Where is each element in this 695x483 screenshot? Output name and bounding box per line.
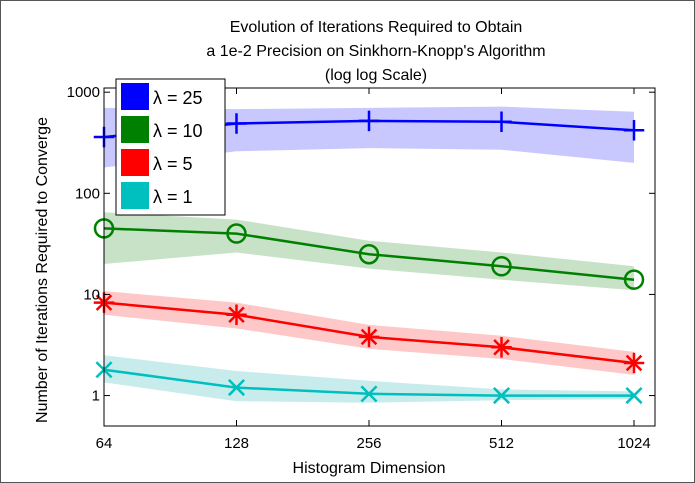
legend-label-3: λ = 5 <box>153 154 193 174</box>
x-axis-label: Histogram Dimension <box>293 460 446 477</box>
legend-label-4: λ = 1 <box>153 187 193 207</box>
chart-title-line-3: (log log Scale) <box>325 67 427 84</box>
marker-series-3-point-5 <box>623 352 645 374</box>
marker-series-1-point-3 <box>358 110 380 132</box>
x-tick-label-3: 256 <box>356 435 381 452</box>
legend-swatch-3 <box>121 149 149 176</box>
marker-series-3-point-2 <box>226 304 247 325</box>
marker-series-3-point-4 <box>491 337 512 358</box>
legend-label-2: λ = 10 <box>153 121 203 141</box>
marker-series-1-point-2 <box>226 113 247 134</box>
marker-series-4-point-4 <box>492 387 511 405</box>
x-tick-label-4: 512 <box>489 435 514 452</box>
x-tick-label-1: 64 <box>96 435 113 452</box>
x-tick-label-2: 128 <box>224 435 249 452</box>
y-tick-label-1: 1 <box>92 388 100 405</box>
marker-series-2-point-5 <box>623 269 645 290</box>
y-tick-label-4: 1000 <box>67 84 100 101</box>
band-series-2 <box>104 212 634 291</box>
marker-series-2-point-3 <box>358 243 380 265</box>
y-axis-label: Number of Iterations Required to Converg… <box>34 117 51 423</box>
marker-series-2-point-4 <box>491 255 512 277</box>
legend-label-1: λ = 25 <box>153 88 203 108</box>
chart-title-line-2: a 1e-2 Precision on Sinkhorn-Knopp's Alg… <box>206 43 545 60</box>
legend: λ = 25 λ = 10 λ = 5 λ = 1 <box>115 78 226 216</box>
legend-swatch-1 <box>121 83 149 110</box>
line-series-2 <box>103 227 635 281</box>
legend-swatch-4 <box>121 182 149 209</box>
x-tick-label-5: 1024 <box>617 435 650 452</box>
y-tick-label-3: 100 <box>75 185 100 202</box>
marker-series-4-point-5 <box>625 387 643 405</box>
marker-series-2-point-2 <box>226 223 247 244</box>
marker-series-4-point-2 <box>227 379 246 397</box>
chart-title-line-1: Evolution of Iterations Required to Obta… <box>230 19 523 36</box>
band-series-4 <box>104 355 634 403</box>
y-tick-label-2: 10 <box>83 286 100 303</box>
axes-box <box>103 87 656 427</box>
marker-series-1-point-4 <box>491 111 512 133</box>
legend-swatch-2 <box>121 116 149 143</box>
marker-series-4-point-3 <box>360 385 378 403</box>
marker-series-1-point-5 <box>623 120 645 141</box>
marker-series-3-point-3 <box>358 326 380 348</box>
